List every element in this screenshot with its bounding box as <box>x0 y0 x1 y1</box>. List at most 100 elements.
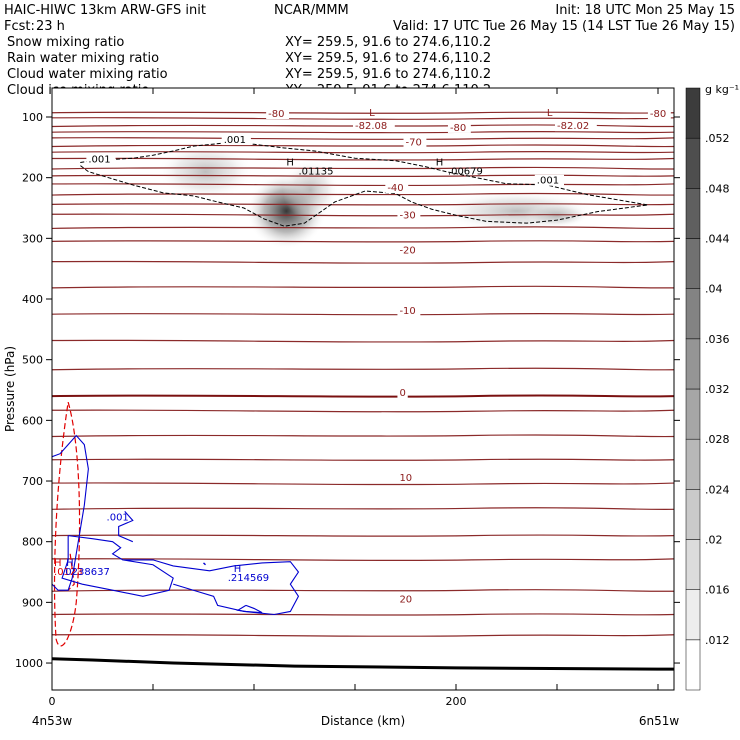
isotherm-label: -82.02 <box>557 121 589 132</box>
isotherm-line <box>52 130 674 134</box>
rain-water-inner <box>67 553 75 591</box>
isotherm-line <box>52 166 674 170</box>
cloud-water-contour-inner <box>236 604 263 614</box>
x-tick-label: 0 <box>49 695 56 708</box>
temperature-min-marker: L <box>547 108 553 119</box>
isotherm-line <box>52 558 674 562</box>
isotherm-line <box>52 458 674 461</box>
colorbar-swatch <box>685 639 701 691</box>
isotherm-line <box>52 434 674 438</box>
isotherm-line <box>52 150 674 154</box>
temperature-min-marker: L <box>369 108 375 119</box>
field-name: Snow mixing ratio <box>7 35 124 50</box>
cloud-ice-label: .001 <box>224 135 246 146</box>
label-bg <box>86 153 116 165</box>
isotherm-label: -80 <box>650 109 666 120</box>
label-bg <box>397 593 415 605</box>
cloud-water-contour-small <box>118 510 134 543</box>
endpoint-right: 6n51w <box>639 714 680 728</box>
isotherm-line <box>52 117 674 120</box>
x-tick-label: 200 <box>446 695 467 708</box>
colorbar-label: .028 <box>705 433 730 446</box>
label-bg <box>647 108 671 119</box>
isotherm-label: -80 <box>268 109 284 120</box>
label-bg <box>221 134 251 146</box>
snow-max-label: H <box>436 158 444 169</box>
colorbar-label: .048 <box>705 182 730 195</box>
label-bg <box>447 121 471 133</box>
cloud-ice-001-contour <box>79 142 648 227</box>
y-tick-label: 1000 <box>15 657 43 670</box>
colorbar-label: .036 <box>705 333 730 346</box>
colorbar-swatch <box>685 238 701 289</box>
rain-water-label: .0123 <box>54 567 83 578</box>
terrain-line <box>52 657 674 671</box>
cloud-water-contour-left <box>61 535 174 597</box>
temperature-isotherms <box>52 111 674 637</box>
colorbar-swatch <box>685 338 701 390</box>
isotherm-line <box>52 213 674 217</box>
isotherm-line <box>52 174 674 178</box>
rain-water-label: H <box>54 558 62 569</box>
isotherm-line <box>52 394 674 398</box>
colorbar-swatch <box>685 188 701 239</box>
isotherm-label: 10 <box>399 473 412 484</box>
field-xy: XY= 259.5, 91.6 to 274.6,110.2 <box>285 67 491 82</box>
snow-max-label: .01135 <box>298 167 333 178</box>
isotherm-line <box>52 285 674 289</box>
label-bg <box>534 174 564 186</box>
colorbar-swatch <box>685 288 701 340</box>
isotherm-line <box>52 137 674 141</box>
isotherm-label: -82.08 <box>355 121 387 132</box>
colorbar-label: .016 <box>705 584 730 597</box>
endpoint-left: 4n53w <box>32 714 73 728</box>
x-axis: 0 200 <box>49 88 659 708</box>
colorbar-swatch <box>685 589 701 641</box>
isotherm-label: 20 <box>399 594 412 605</box>
y-tick-label: 900 <box>22 596 43 609</box>
isotherm-label: -10 <box>399 306 415 317</box>
cloud-ice-contour <box>79 142 648 227</box>
isotherm-line <box>52 534 674 537</box>
y-tick-label: 400 <box>22 293 43 306</box>
colorbar-label: .04 <box>705 283 723 296</box>
y-tick-label: 700 <box>22 475 43 488</box>
field-xy: XY= 259.5, 91.6 to 274.6,110.2 <box>285 35 491 50</box>
isotherm-line <box>52 203 674 206</box>
isotherm-line <box>52 312 674 316</box>
field-name: Rain water mixing ratio <box>7 51 159 66</box>
cloud-water-contour <box>52 434 300 616</box>
cloud-water-contour-outer <box>52 434 89 591</box>
colorbar-label: .044 <box>705 233 730 246</box>
colorbar-label: .02 <box>705 534 723 547</box>
colorbar-swatch <box>685 438 701 490</box>
colorbar-unit: g kg⁻¹ <box>705 83 739 96</box>
label-bg <box>403 136 427 148</box>
snow-max-label: .00679 <box>448 167 483 178</box>
title-agency: NCAR/MMM <box>274 3 349 18</box>
label-bg <box>353 120 395 132</box>
cloud-water-label: H <box>234 564 242 575</box>
field-xy: XY= 259.5, 91.6 to 274.6,110.2 <box>285 51 491 66</box>
label-bg <box>397 305 421 317</box>
cloud-water-label: H <box>66 558 74 569</box>
colorbar-swatch <box>685 539 701 590</box>
y-tick-label: 500 <box>22 354 43 367</box>
isotherm-line <box>52 124 674 128</box>
label-bg <box>397 209 421 221</box>
isotherm-label: -80 <box>450 123 466 134</box>
colorbar-label: .052 <box>705 132 730 145</box>
y-tick-label: 800 <box>22 536 43 549</box>
y-tick-label: 600 <box>22 414 43 427</box>
plot-area <box>52 88 674 690</box>
isotherm-line <box>52 367 674 371</box>
isotherm-label: -70 <box>406 138 422 149</box>
field-name: Cloud water mixing ratio <box>7 67 168 82</box>
color-bar: .012 .016 .02 .024 .028 .032 .036 .04 .044 .048 .0… <box>685 87 730 691</box>
isotherm-label: -20 <box>399 246 415 257</box>
isotherm-line <box>52 633 674 637</box>
cloud-water-dot <box>203 562 206 566</box>
colorbar-label: .032 <box>705 383 730 396</box>
isotherm-line <box>52 157 674 161</box>
valid-time: Valid: 17 UTC Tue 26 May 15 (14 LST Tue … <box>393 19 735 34</box>
